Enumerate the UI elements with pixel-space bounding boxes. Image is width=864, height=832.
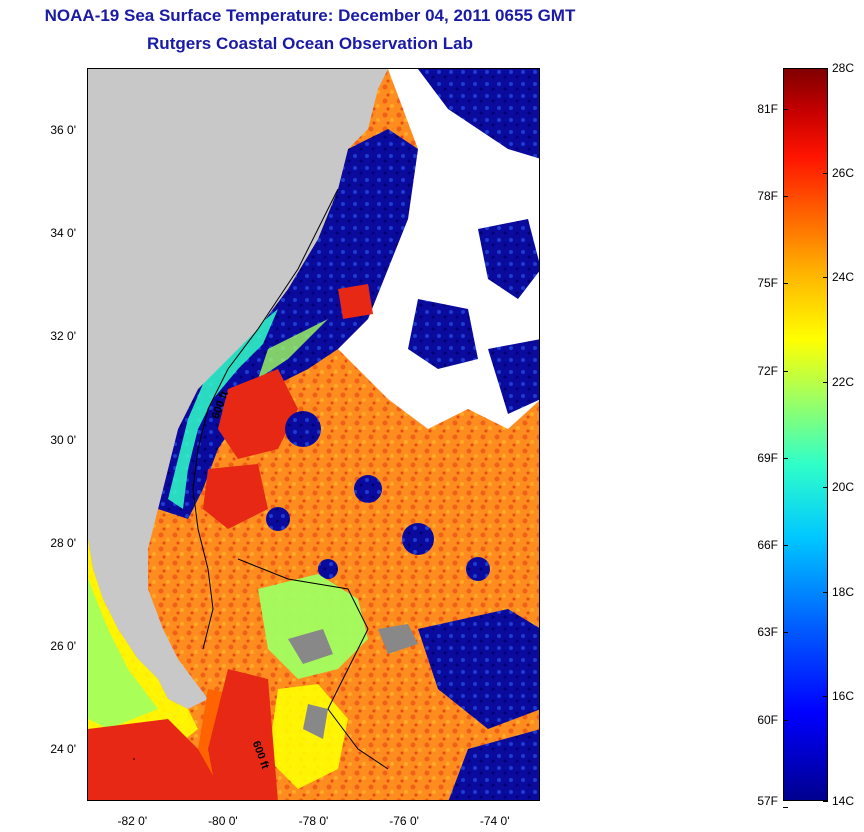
colorbar-celsius-label: 22C [832,375,855,390]
colorbar-fahrenheit-label: 63F [757,625,778,640]
latitude-label: 36 0' [50,122,76,137]
colorbar-tick [783,719,788,721]
colorbar-tick [783,545,788,547]
latitude-label: 32 0' [50,329,76,344]
colorbar-fahrenheit-label: 57F [757,794,778,808]
colorbar-tick [823,486,828,488]
colorbar-celsius-label: 18C [832,584,855,599]
sst-map-image [88,69,539,800]
colorbar-celsius-label: 28C [832,61,855,75]
colorbar-fahrenheit-label: 60F [757,712,778,727]
land-mass [88,69,388,709]
colorbar-tick [823,382,828,384]
temperature-colorbar [783,68,828,801]
longitude-label: -76 0' [389,814,419,828]
colorbar-fahrenheit-label: 72F [757,363,778,378]
bahamas-bank [258,574,368,679]
colorbar-tick [783,806,788,808]
latitude-label: 34 0' [50,226,76,241]
colorbar-celsius-label: 20C [832,479,855,494]
latitude-label: 26 0' [50,639,76,654]
colorbar-celsius-label: 26C [832,165,855,180]
colorbar-tick [783,195,788,197]
latitude-label: 28 0' [50,535,76,550]
longitude-label: -74 0' [479,814,510,828]
lat-lon-grid [133,758,135,760]
colorbar-fahrenheit-label: 75F [757,276,778,291]
colorbar-tick [823,591,828,593]
colorbar-fahrenheit-label: 78F [757,188,778,203]
colorbar-celsius-label: 14C [832,794,855,808]
longitude-label: -82 0' [117,814,148,828]
map-title: NOAA-19 Sea Surface Temperature: Decembe… [44,6,576,25]
colorbar-tick [823,801,828,802]
colorbar-fahrenheit-label: 81F [757,101,778,116]
colorbar-fahrenheit-label: 69F [757,450,778,465]
colorbar-tick [783,457,788,459]
colorbar-tick [783,283,788,285]
colorbar-tick [783,108,788,110]
colorbar-tick [783,632,788,634]
map-subtitle: Rutgers Coastal Ocean Observation Lab [147,34,473,53]
colorbar-tick [823,696,828,698]
colorbar-tick [823,68,828,69]
colorbar-celsius-label: 24C [832,270,855,285]
depth-contour [192,188,339,650]
colorbar-tick [783,370,788,372]
colorbar-celsius-label: 16C [832,689,855,704]
sst-map[interactable]: 600 ft 600 ft [87,68,540,801]
latitude-label: 30 0' [50,432,76,447]
longitude-label: -80 0' [208,814,238,828]
colorbar-tick [823,277,828,279]
cloud-cover-region [338,69,539,429]
longitude-label: -78 0' [298,814,329,828]
latitude-label: 24 0' [50,742,76,757]
colorbar-fahrenheit-label: 66F [757,538,778,553]
colorbar-tick [823,172,828,174]
